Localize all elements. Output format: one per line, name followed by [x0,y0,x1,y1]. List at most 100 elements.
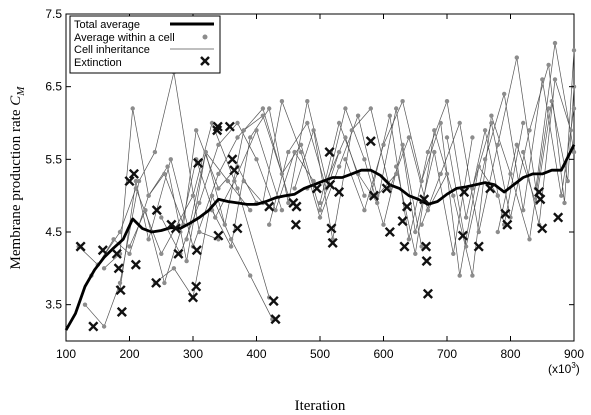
cell-average-point [457,273,462,278]
cell-average-point [317,215,323,220]
cell-average-point [336,120,342,126]
x-tick-label: 700 [437,347,457,361]
extinction-marker [324,147,335,158]
extinction-marker [401,201,413,212]
extinction-marker [270,314,281,325]
cell-average-point [216,186,221,191]
cell-lineage-line-5 [119,107,308,291]
axis-ticks: 100 200 300 400 500 600 700 800 900 3.5 4.5 5.5 6.5 7… [45,7,584,361]
cell-average-point [381,142,386,147]
cell-average-point [444,99,450,104]
cell-average-point [225,178,231,184]
cell-average-point [235,120,240,126]
extinction-marker [537,223,548,234]
cell-average-point [184,237,189,242]
cell-average-point [482,128,488,133]
extinction-marker [326,223,337,234]
cell-average-point [375,200,380,206]
x-axis-multiplier: (x103) [548,361,580,376]
cell-average-point [117,229,123,235]
cell-average-point [470,273,475,278]
cell-average-point [568,128,573,133]
cell-average-point [133,186,139,191]
cell-average-point [406,237,412,242]
cell-average-point [159,215,164,220]
cell-average-point [476,164,481,169]
y-tick-label: 7.5 [45,7,62,21]
cell-average-point [127,244,132,249]
cell-average-point [136,178,142,184]
y-tick-label: 4.5 [45,225,62,239]
y-axis-title: Membrane production rate CM [8,86,27,270]
extinction-marker [291,201,302,212]
cell-average-point [552,77,558,82]
extinction-marker [264,201,275,212]
cell-average-point [311,178,316,184]
total-average-line [64,144,576,331]
cell-average-point [413,229,418,235]
cell-average-point [343,106,348,111]
plot-area: 100 200 300 400 500 600 700 800 900 3.5 4.5 5.5 6.5 7… [45,7,584,361]
extinction-markers [75,121,564,332]
cell-average-point [133,178,139,184]
cell-average-point [279,99,285,104]
cell-average-point [362,208,367,213]
x-tick-label: 800 [500,347,520,361]
cell-lineage-line-22 [522,79,572,225]
cell-average-point [209,120,215,126]
extinction-marker [500,208,511,219]
extinction-marker [534,186,545,198]
cell-average-point [254,157,259,162]
cell-average-point [394,171,399,177]
extinction-marker [334,186,345,198]
cell-average-point [394,164,399,169]
cell-average-point [451,193,456,198]
extinction-marker [187,292,199,303]
x-tick-label: 900 [564,347,584,361]
cell-average-point [203,149,208,155]
cell-average-point [273,208,278,213]
cell-average-point [101,324,107,329]
cell-average-point [502,91,507,97]
cell-average-point [228,244,234,249]
cell-average-point [463,215,469,220]
cell-average-point [292,186,297,191]
cell-average-point [540,77,545,82]
cell-average-point [267,222,272,227]
extinction-marker [459,186,470,198]
y-axis-title-text: Membrane production rate [8,106,24,270]
cell-average-point [413,251,418,256]
extinction-marker [457,230,468,241]
extinction-marker [113,263,124,274]
cell-average-point [336,164,342,169]
cell-average-point [527,128,532,133]
cell-average-point [171,266,177,271]
cell-average-point [184,258,189,264]
cell-average-point [209,193,215,198]
extinction-marker [325,179,336,190]
cell-average-point [571,149,577,155]
extinction-marker [193,157,204,169]
cell-average-point [425,208,431,213]
cell-average-point [432,128,437,133]
cell-average-point [260,106,266,111]
cell-average-point [130,106,135,111]
cell-average-point [111,237,116,242]
cell-average-point [216,171,221,177]
cell-average-point [279,208,285,213]
extinction-marker [151,277,162,288]
extinction-marker [191,281,202,292]
x-axis-title: Iteration [295,398,346,414]
extinction-marker [485,183,496,194]
cell-average-point [146,193,151,198]
cell-lineage-line-21 [497,86,575,233]
cell-average-point [514,55,519,60]
extinction-marker [170,223,181,234]
cell-average-point [495,142,500,147]
cell-average-point [527,237,532,242]
cell-average-point [552,40,558,46]
x-axis-multiplier-close: ) [576,362,580,376]
extinction-marker [191,245,202,256]
x-axis-multiplier-base: (x10 [548,362,572,376]
extinction-marker [173,248,184,259]
